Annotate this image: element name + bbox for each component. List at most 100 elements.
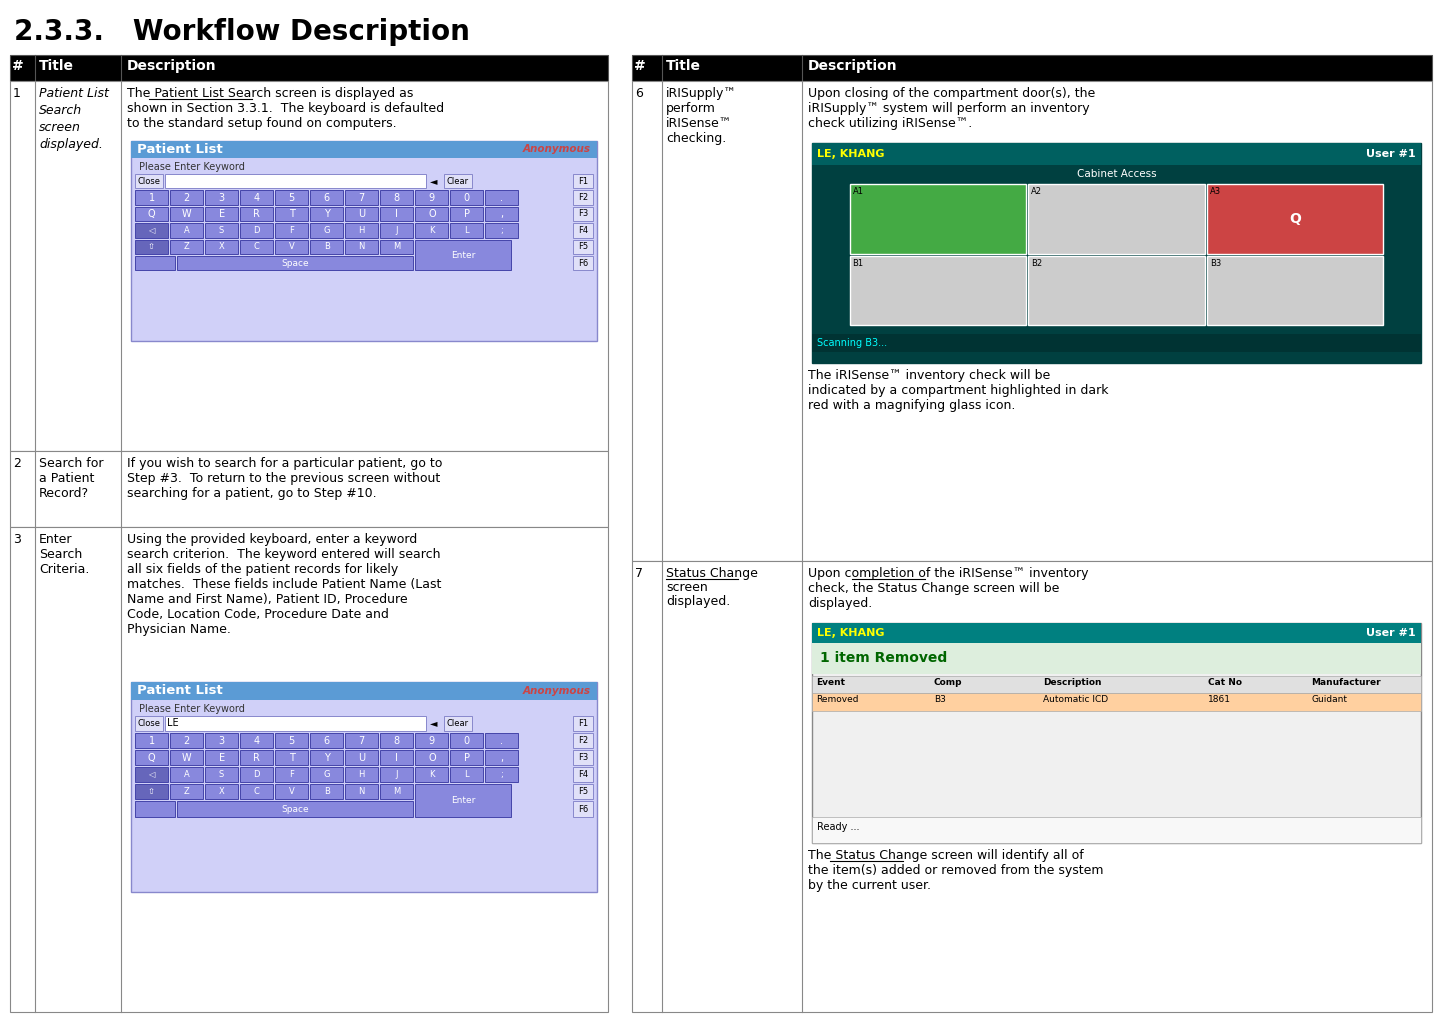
Bar bbox=[10, 451, 608, 527]
Bar bbox=[632, 55, 1432, 81]
Bar bbox=[131, 141, 596, 341]
Text: T: T bbox=[289, 209, 295, 219]
Bar bbox=[134, 750, 168, 765]
Bar bbox=[451, 750, 484, 765]
Text: Anonymous: Anonymous bbox=[523, 144, 591, 154]
Text: .: . bbox=[501, 736, 504, 746]
Text: I: I bbox=[396, 753, 399, 763]
Bar bbox=[416, 733, 449, 748]
Text: F6: F6 bbox=[578, 805, 588, 814]
Bar bbox=[131, 141, 596, 158]
Text: Space: Space bbox=[282, 259, 309, 267]
Bar bbox=[134, 207, 168, 221]
Bar bbox=[849, 184, 1027, 254]
Bar bbox=[451, 190, 484, 205]
Bar bbox=[812, 623, 1421, 643]
Text: LE, KHANG: LE, KHANG bbox=[817, 628, 885, 638]
Bar bbox=[131, 682, 596, 892]
Bar bbox=[205, 733, 238, 748]
Bar bbox=[345, 207, 378, 221]
Bar bbox=[1207, 255, 1383, 325]
Bar bbox=[134, 716, 163, 731]
Bar bbox=[812, 643, 1421, 674]
Text: Removed: Removed bbox=[816, 695, 859, 704]
Text: 9: 9 bbox=[429, 193, 435, 202]
Text: 1: 1 bbox=[149, 193, 155, 202]
Text: A: A bbox=[183, 770, 189, 779]
Bar bbox=[170, 190, 204, 205]
Text: H: H bbox=[358, 226, 365, 235]
Bar bbox=[240, 190, 273, 205]
Bar bbox=[812, 143, 1421, 165]
Text: Automatic ICD: Automatic ICD bbox=[1044, 695, 1109, 704]
Text: ,: , bbox=[501, 209, 504, 219]
Bar bbox=[416, 750, 449, 765]
Text: A3: A3 bbox=[1210, 187, 1222, 196]
Bar bbox=[134, 174, 163, 188]
Text: F6: F6 bbox=[578, 259, 588, 267]
Text: V: V bbox=[289, 242, 295, 251]
Text: Close: Close bbox=[137, 177, 160, 186]
Text: F3: F3 bbox=[578, 209, 588, 218]
Bar bbox=[205, 207, 238, 221]
Bar bbox=[170, 767, 204, 782]
Bar bbox=[485, 750, 518, 765]
Bar bbox=[176, 802, 413, 817]
Text: User #1: User #1 bbox=[1366, 628, 1417, 638]
Text: Description: Description bbox=[127, 59, 217, 73]
Text: Using the provided keyboard, enter a keyword
search criterion.  The keyword ente: Using the provided keyboard, enter a key… bbox=[127, 533, 442, 636]
Bar bbox=[276, 750, 308, 765]
Bar bbox=[240, 767, 273, 782]
Bar bbox=[310, 767, 344, 782]
Text: B2: B2 bbox=[1031, 258, 1043, 267]
Text: #: # bbox=[634, 59, 645, 73]
Bar bbox=[276, 224, 308, 238]
Text: T: T bbox=[289, 753, 295, 763]
Text: X: X bbox=[218, 242, 224, 251]
Bar bbox=[345, 224, 378, 238]
Text: ◄: ◄ bbox=[430, 718, 438, 728]
Bar bbox=[205, 767, 238, 782]
Text: U: U bbox=[358, 209, 365, 219]
Bar bbox=[205, 784, 238, 800]
Bar bbox=[812, 817, 1421, 843]
Text: F: F bbox=[289, 226, 295, 235]
Text: ,: , bbox=[501, 753, 504, 763]
Bar bbox=[573, 767, 593, 782]
Text: 7: 7 bbox=[358, 193, 365, 202]
Text: C: C bbox=[254, 242, 260, 251]
Text: 3: 3 bbox=[13, 533, 20, 546]
Text: 5: 5 bbox=[289, 193, 295, 202]
Text: Z: Z bbox=[183, 242, 189, 251]
Bar bbox=[240, 240, 273, 254]
Bar bbox=[443, 174, 472, 188]
Bar bbox=[380, 750, 413, 765]
Bar bbox=[205, 750, 238, 765]
Text: P: P bbox=[464, 209, 469, 219]
Bar bbox=[310, 750, 344, 765]
Bar bbox=[573, 716, 593, 731]
Text: ◄: ◄ bbox=[430, 176, 438, 186]
Text: 1: 1 bbox=[13, 87, 20, 100]
Text: 1 item Removed: 1 item Removed bbox=[820, 651, 947, 665]
Bar bbox=[170, 784, 204, 800]
Text: LE: LE bbox=[168, 718, 179, 727]
Bar bbox=[310, 207, 344, 221]
Text: F4: F4 bbox=[578, 226, 588, 235]
Text: H: H bbox=[358, 770, 365, 779]
Text: Enter: Enter bbox=[451, 796, 475, 805]
Bar bbox=[443, 716, 472, 731]
Text: 0: 0 bbox=[464, 736, 469, 746]
Text: O: O bbox=[427, 753, 436, 763]
Bar bbox=[573, 750, 593, 765]
Text: Status Change: Status Change bbox=[666, 567, 758, 580]
Bar bbox=[1028, 184, 1204, 254]
Bar bbox=[416, 207, 449, 221]
Text: A: A bbox=[183, 226, 189, 235]
Text: S: S bbox=[219, 226, 224, 235]
Bar bbox=[573, 240, 593, 254]
Text: B: B bbox=[323, 787, 329, 797]
Bar bbox=[632, 561, 1432, 1012]
Bar bbox=[812, 143, 1421, 363]
Text: Patient List: Patient List bbox=[137, 685, 222, 697]
